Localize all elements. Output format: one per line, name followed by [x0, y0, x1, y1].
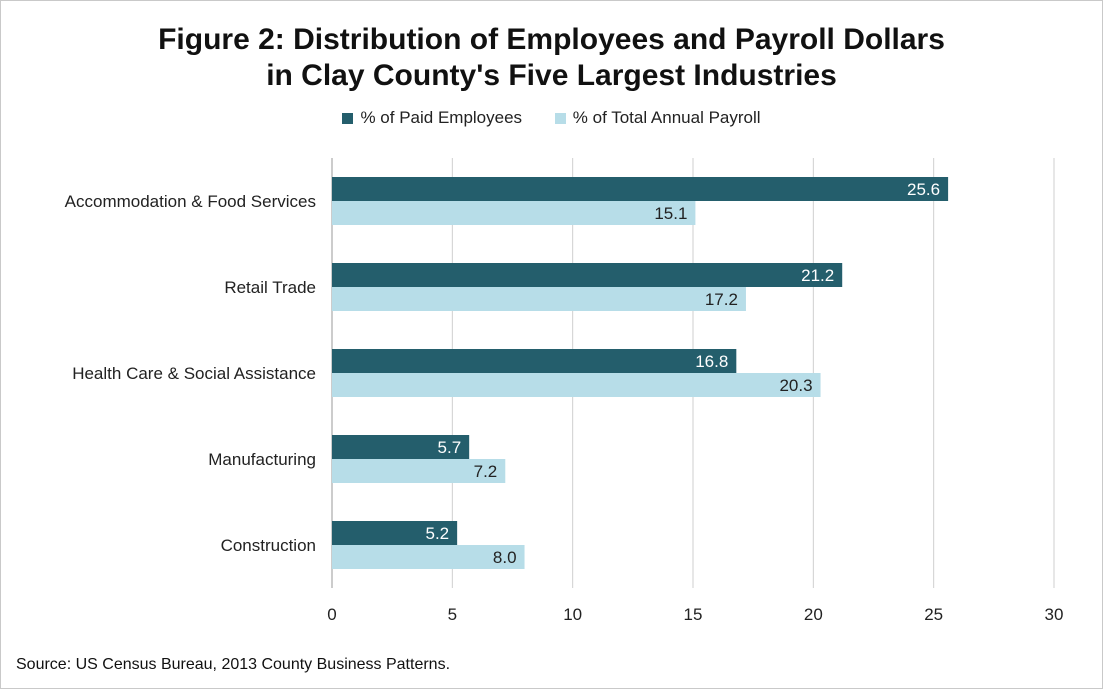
x-tick-label: 30	[1045, 605, 1064, 624]
category-label: Health Care & Social Assistance	[72, 364, 316, 383]
category-label: Accommodation & Food Services	[65, 192, 316, 211]
category-label: Manufacturing	[208, 450, 316, 469]
legend: % of Paid Employees % of Total Annual Pa…	[0, 108, 1103, 129]
x-tick-label: 25	[924, 605, 943, 624]
data-label-employees: 5.7	[438, 438, 462, 457]
data-label-payroll: 20.3	[779, 376, 812, 395]
data-label-employees: 5.2	[426, 524, 450, 543]
chart-title-line-2: in Clay County's Five Largest Industries	[266, 59, 837, 92]
data-label-payroll: 17.2	[705, 290, 738, 309]
legend-item-payroll: % of Total Annual Payroll	[554, 108, 761, 128]
category-label: Construction	[221, 536, 316, 555]
data-label-payroll: 15.1	[654, 204, 687, 223]
x-tick-label: 5	[448, 605, 457, 624]
data-label-employees: 21.2	[801, 266, 834, 285]
bar-payroll	[332, 287, 746, 311]
legend-swatch-employees	[342, 112, 354, 124]
bar-payroll	[332, 201, 696, 225]
bar-employees	[332, 521, 458, 545]
data-label-payroll: 7.2	[474, 462, 498, 481]
legend-swatch-payroll	[554, 112, 566, 124]
data-label-employees: 16.8	[695, 352, 728, 371]
bar-payroll	[332, 373, 821, 397]
bar-employees	[332, 435, 470, 459]
x-tick-label: 15	[684, 605, 703, 624]
category-label: Retail Trade	[224, 278, 316, 297]
x-tick-label: 0	[327, 605, 336, 624]
bar-employees	[332, 177, 949, 201]
x-tick-label: 20	[804, 605, 823, 624]
chart-title: Figure 2: Distribution of Employees and …	[0, 22, 1103, 94]
legend-label-payroll: % of Total Annual Payroll	[572, 108, 761, 127]
legend-label-employees: % of Paid Employees	[360, 108, 523, 127]
chart-title-line-1: Figure 2: Distribution of Employees and …	[158, 23, 945, 56]
bar-payroll	[332, 545, 525, 569]
bar-employees	[332, 263, 843, 287]
data-label-payroll: 8.0	[493, 548, 517, 567]
legend-item-employees: % of Paid Employees	[342, 108, 522, 128]
source-note: Source: US Census Bureau, 2013 County Bu…	[16, 656, 451, 673]
bar-employees	[332, 349, 737, 373]
x-tick-label: 10	[563, 605, 582, 624]
data-label-employees: 25.6	[907, 180, 940, 199]
bar-payroll	[332, 459, 506, 483]
